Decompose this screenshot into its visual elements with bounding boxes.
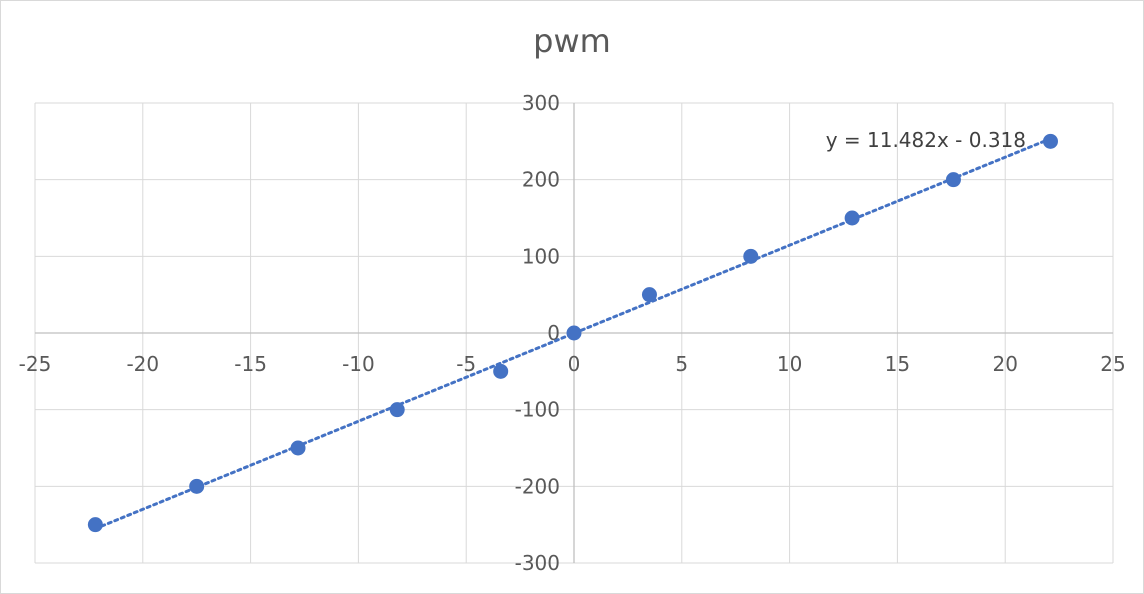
data-point — [389, 402, 405, 418]
x-tick-label: 0 — [568, 352, 581, 376]
data-point — [87, 517, 103, 533]
x-tick-labels: -25 -20 -15 -10 -5 0 5 10 15 20 25 — [19, 352, 1126, 376]
x-tick-label: 15 — [885, 352, 910, 376]
data-point — [1042, 133, 1058, 149]
data-point — [945, 172, 961, 188]
x-tick-label: -5 — [456, 352, 476, 376]
y-tick-label: -100 — [515, 398, 560, 422]
data-point — [493, 363, 509, 379]
x-tick-label: 20 — [992, 352, 1017, 376]
x-tick-label: -25 — [19, 352, 52, 376]
y-tick-label: 300 — [522, 91, 560, 115]
x-tick-label: 10 — [777, 352, 802, 376]
y-tick-labels: -300 -200 -100 0 100 200 300 — [515, 91, 560, 575]
y-tick-label: 100 — [522, 244, 560, 268]
x-tick-label: -20 — [126, 352, 159, 376]
y-tick-label: -300 — [515, 551, 560, 575]
data-point — [844, 210, 860, 226]
y-tick-label: 0 — [547, 321, 560, 345]
chart-title: pwm — [533, 22, 611, 60]
data-point — [641, 287, 657, 303]
y-tick-label: 200 — [522, 168, 560, 192]
trendline-line — [93, 137, 1052, 531]
data-point — [290, 440, 306, 456]
x-tick-label: 25 — [1100, 352, 1125, 376]
x-tick-label: -10 — [342, 352, 375, 376]
trendline — [93, 137, 1052, 531]
data-point — [189, 478, 205, 494]
data-point — [743, 248, 759, 264]
x-tick-label: -15 — [234, 352, 267, 376]
data-point — [566, 325, 582, 341]
y-tick-label: -200 — [515, 474, 560, 498]
data-points — [87, 133, 1058, 533]
trendline-equation: y = 11.482x - 0.318 — [826, 128, 1026, 152]
x-tick-label: 5 — [675, 352, 688, 376]
